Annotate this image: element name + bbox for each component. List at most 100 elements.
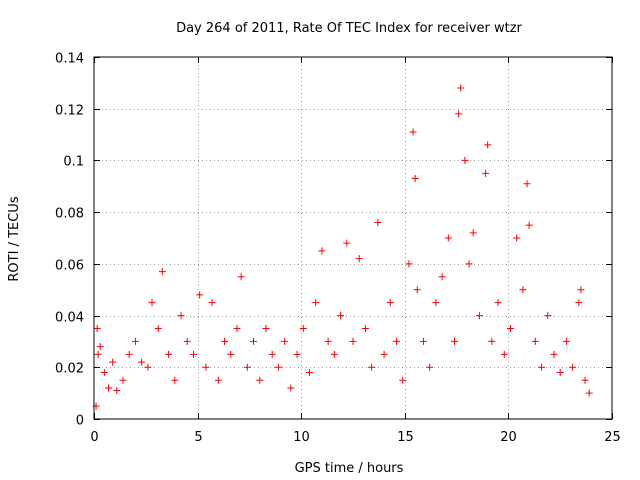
data-point xyxy=(183,337,191,345)
data-point xyxy=(131,337,139,345)
y-tick-label: 0.08 xyxy=(55,207,84,222)
data-point xyxy=(165,350,173,358)
data-point xyxy=(457,84,465,92)
data-point xyxy=(189,350,197,358)
y-tick-label: 0.04 xyxy=(55,311,84,326)
data-point xyxy=(148,299,156,307)
data-point xyxy=(413,286,421,294)
data-point xyxy=(113,387,121,395)
data-point xyxy=(125,350,133,358)
data-point xyxy=(318,247,326,255)
y-tick-label: 0.1 xyxy=(63,155,84,170)
data-point xyxy=(154,325,162,332)
x-tick-label: 5 xyxy=(194,430,202,445)
data-point xyxy=(337,312,345,320)
chart-title: Day 264 of 2011, Rate Of TEC Index for r… xyxy=(176,21,522,36)
data-point xyxy=(409,128,417,136)
y-tick-label: 0.14 xyxy=(55,52,84,67)
data-point xyxy=(105,384,113,392)
x-tick-label: 25 xyxy=(604,430,621,445)
data-point xyxy=(482,169,490,177)
data-point xyxy=(461,156,469,164)
data-point xyxy=(330,350,338,358)
data-point xyxy=(500,350,508,358)
data-point xyxy=(374,218,382,226)
data-point xyxy=(312,299,320,307)
data-point xyxy=(484,141,492,149)
data-point xyxy=(386,299,394,307)
data-point xyxy=(361,325,369,332)
data-point xyxy=(405,260,413,268)
data-point xyxy=(531,337,539,345)
data-point xyxy=(513,234,521,242)
data-point xyxy=(281,337,289,345)
y-axis-label: ROTI / TECUs xyxy=(7,196,22,281)
data-point xyxy=(196,291,204,299)
data-point xyxy=(144,363,152,371)
data-point xyxy=(368,363,376,371)
data-point xyxy=(158,268,166,276)
data-point xyxy=(411,175,419,183)
data-point xyxy=(262,325,270,332)
data-point xyxy=(419,337,427,345)
data-point xyxy=(525,221,533,229)
data-point xyxy=(399,376,407,384)
y-tick-label: 0.06 xyxy=(55,259,84,274)
data-point xyxy=(451,337,459,345)
data-point xyxy=(544,312,552,320)
data-point xyxy=(237,273,245,281)
data-point xyxy=(256,376,264,384)
data-point xyxy=(233,325,241,332)
data-point xyxy=(506,325,514,332)
data-point xyxy=(227,350,235,358)
data-point xyxy=(214,376,222,384)
data-point xyxy=(343,239,351,247)
data-point xyxy=(488,337,496,345)
y-tick-label: 0.02 xyxy=(55,362,84,377)
data-point xyxy=(119,376,127,384)
data-point xyxy=(426,363,434,371)
grid xyxy=(94,57,612,419)
data-point xyxy=(455,110,463,118)
data-point xyxy=(100,368,108,376)
data-point xyxy=(274,363,282,371)
data-point xyxy=(268,350,276,358)
axis-ticks: 0 0.02 0.04 0.06 0.08 0.1 0.12 0.14 0 5 10 15 20 25 xyxy=(55,52,621,446)
data-point xyxy=(469,229,477,237)
data-point xyxy=(569,363,577,371)
data-point xyxy=(293,350,301,358)
data-point xyxy=(465,260,473,268)
data-point xyxy=(393,337,401,345)
x-axis-label: GPS time / hours xyxy=(295,461,404,476)
data-point xyxy=(243,363,251,371)
x-tick-label: 0 xyxy=(90,430,98,445)
data-point xyxy=(355,255,363,263)
data-point xyxy=(221,337,229,345)
data-point xyxy=(585,389,593,397)
data-point xyxy=(208,299,216,307)
data-point xyxy=(324,337,332,345)
data-point xyxy=(475,312,483,320)
data-point xyxy=(556,368,564,376)
data-point xyxy=(494,299,502,307)
data-points xyxy=(92,84,593,410)
data-point xyxy=(96,343,104,351)
x-tick-label: 20 xyxy=(500,430,517,445)
data-point xyxy=(444,234,452,242)
data-point xyxy=(581,376,589,384)
data-point xyxy=(109,358,117,366)
data-point xyxy=(562,337,570,345)
data-point xyxy=(250,337,258,345)
data-point xyxy=(305,368,313,376)
x-tick-label: 10 xyxy=(293,430,310,445)
data-point xyxy=(138,358,146,366)
data-point xyxy=(93,325,101,332)
data-point xyxy=(438,273,446,281)
data-point xyxy=(432,299,440,307)
data-point xyxy=(299,325,307,332)
data-point xyxy=(177,312,185,320)
data-point xyxy=(575,299,583,307)
data-point xyxy=(519,286,527,294)
data-point xyxy=(577,286,585,294)
